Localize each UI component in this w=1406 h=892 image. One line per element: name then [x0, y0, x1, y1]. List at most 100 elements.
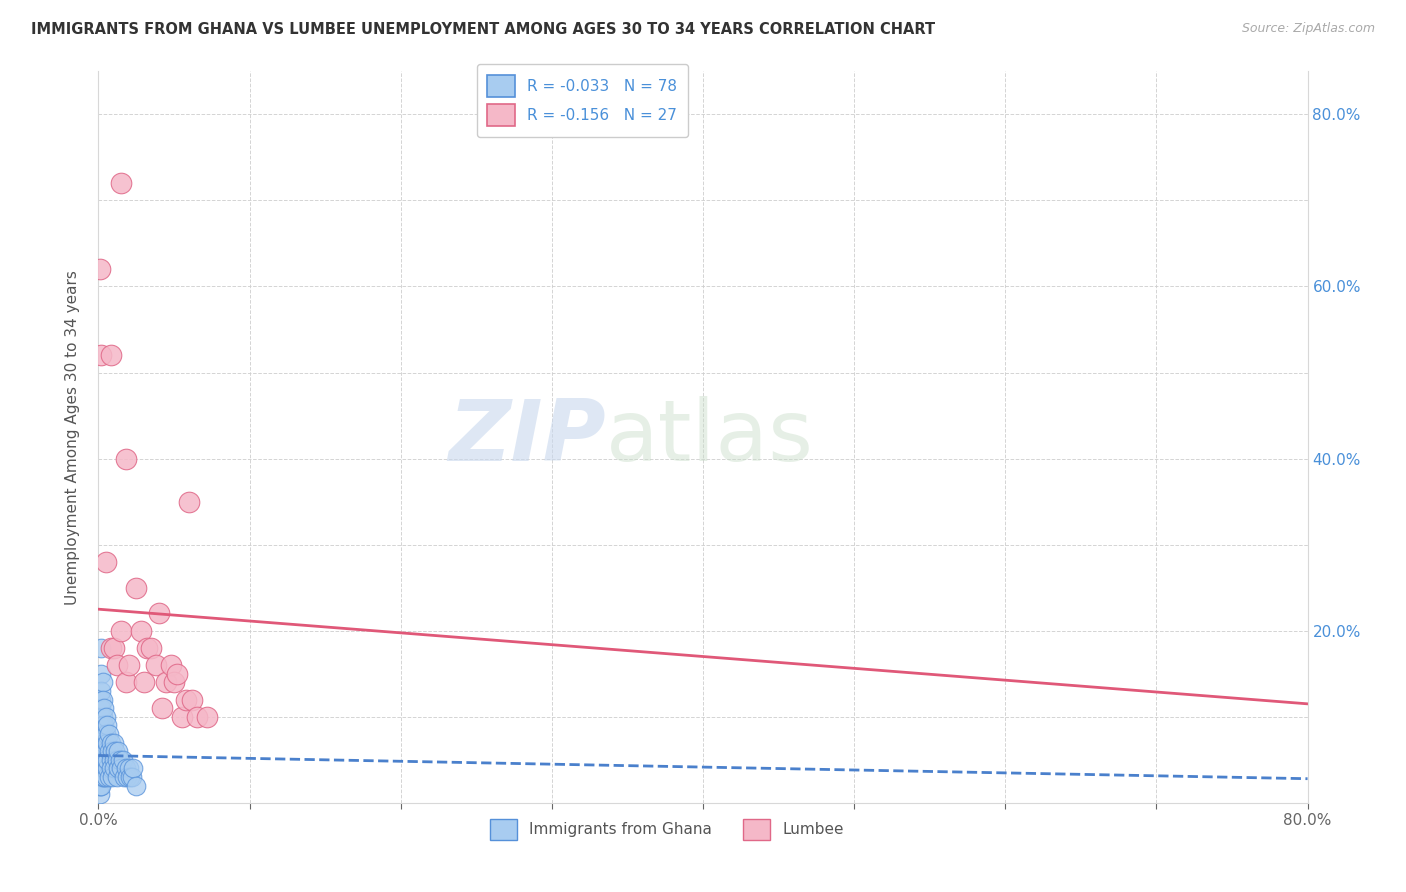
Point: [145, 658, 167, 673]
Point: [120, 770, 142, 784]
Point: [94, 753, 117, 767]
Point: [155, 675, 177, 690]
Point: [89, 753, 111, 767]
Point: [90, 779, 112, 793]
Point: [100, 753, 122, 767]
Point: [91, 692, 114, 706]
Point: [181, 692, 204, 706]
Point: [90, 684, 112, 698]
Point: [94, 770, 117, 784]
Point: [91, 744, 114, 758]
Point: [108, 753, 131, 767]
Point: [90, 727, 112, 741]
Point: [141, 640, 163, 655]
Point: [122, 761, 145, 775]
Point: [89, 735, 111, 749]
Point: [115, 770, 138, 784]
Point: [90, 770, 112, 784]
Text: atlas: atlas: [606, 395, 814, 479]
Point: [93, 761, 115, 775]
Point: [103, 761, 125, 775]
Point: [100, 735, 122, 749]
Point: [148, 607, 170, 621]
Point: [94, 727, 117, 741]
Point: [93, 753, 115, 767]
Point: [90, 348, 112, 362]
Point: [93, 718, 115, 732]
Point: [104, 744, 127, 758]
Point: [94, 710, 117, 724]
Point: [98, 770, 121, 784]
Point: [150, 701, 173, 715]
Point: [90, 744, 112, 758]
Point: [91, 770, 114, 784]
Point: [174, 692, 197, 706]
Point: [89, 779, 111, 793]
Point: [105, 753, 128, 767]
Point: [89, 727, 111, 741]
Point: [179, 494, 201, 508]
Point: [166, 666, 188, 681]
Point: [129, 624, 152, 638]
Point: [103, 640, 125, 655]
Point: [118, 658, 141, 673]
Point: [107, 761, 129, 775]
Point: [110, 624, 132, 638]
Y-axis label: Unemployment Among Ages 30 to 34 years: Unemployment Among Ages 30 to 34 years: [65, 269, 80, 605]
Point: [94, 555, 117, 569]
Point: [90, 718, 112, 732]
Point: [90, 640, 112, 655]
Point: [118, 761, 141, 775]
Point: [100, 761, 122, 775]
Point: [107, 744, 129, 758]
Point: [91, 675, 114, 690]
Point: [163, 675, 186, 690]
Point: [89, 744, 111, 758]
Point: [89, 779, 111, 793]
Point: [170, 710, 193, 724]
Point: [114, 451, 136, 466]
Point: [89, 770, 111, 784]
Point: [101, 744, 124, 758]
Point: [89, 761, 111, 775]
Text: Source: ZipAtlas.com: Source: ZipAtlas.com: [1241, 22, 1375, 36]
Text: ZIP: ZIP: [449, 395, 606, 479]
Point: [110, 761, 132, 775]
Point: [96, 761, 118, 775]
Point: [112, 770, 135, 784]
Point: [132, 675, 155, 690]
Point: [93, 770, 115, 784]
Point: [125, 779, 148, 793]
Point: [91, 735, 114, 749]
Point: [90, 744, 112, 758]
Point: [186, 710, 208, 724]
Point: [195, 710, 218, 724]
Point: [89, 787, 111, 801]
Point: [125, 581, 148, 595]
Point: [93, 727, 115, 741]
Point: [98, 744, 121, 758]
Legend: Immigrants from Ghana, Lumbee: Immigrants from Ghana, Lumbee: [484, 813, 851, 847]
Point: [91, 753, 114, 767]
Point: [135, 640, 157, 655]
Point: [96, 753, 118, 767]
Point: [105, 658, 128, 673]
Point: [100, 348, 122, 362]
Point: [90, 761, 112, 775]
Point: [160, 658, 183, 673]
Point: [93, 735, 115, 749]
Point: [96, 735, 118, 749]
Point: [114, 761, 136, 775]
Point: [114, 675, 136, 690]
Point: [89, 262, 111, 277]
Point: [103, 753, 125, 767]
Point: [96, 718, 118, 732]
Point: [91, 727, 114, 741]
Point: [105, 770, 128, 784]
Point: [103, 735, 125, 749]
Point: [91, 710, 114, 724]
Point: [90, 666, 112, 681]
Point: [90, 701, 112, 715]
Point: [90, 710, 112, 724]
Point: [121, 770, 143, 784]
